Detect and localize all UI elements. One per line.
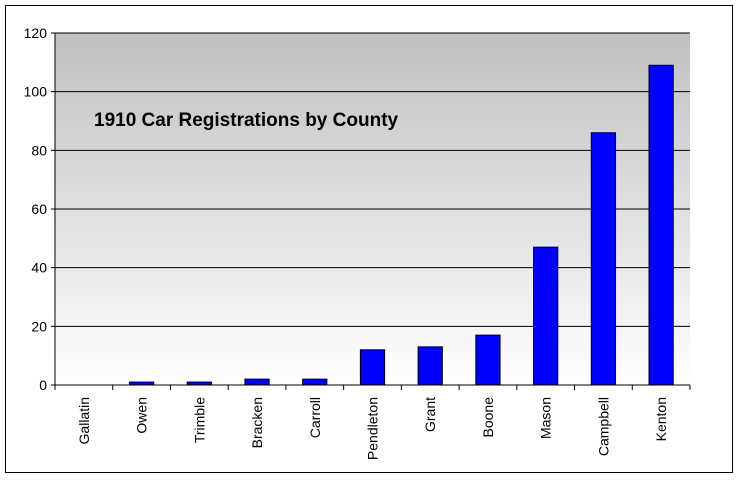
bar-bracken: [244, 378, 270, 386]
x-tick-label: Grant: [422, 397, 438, 432]
y-tick-label: 0: [39, 377, 47, 393]
y-tick-label: 120: [24, 25, 48, 41]
bar-campbell: [590, 132, 617, 386]
bar-mason: [533, 246, 559, 386]
y-tick-label: 80: [31, 142, 47, 158]
y-tick-label: 60: [31, 201, 47, 217]
x-tick-label: Gallatin: [76, 397, 92, 444]
axes: [51, 32, 691, 390]
bar-pendleton: [359, 349, 386, 386]
y-tick-labels: 0 20 40 60 80 100 120: [24, 25, 48, 393]
x-tick-labels: Gallatin Owen Trimble Bracken Carroll Pendlet…: [76, 397, 669, 460]
x-tick-label: Boone: [480, 397, 496, 438]
bar-grant: [417, 346, 443, 386]
bars: [128, 64, 674, 386]
x-tick-label: Bracken: [249, 397, 265, 448]
bar-boone: [475, 334, 501, 386]
x-tick-label: Pendleton: [365, 397, 381, 460]
x-tick-label: Owen: [134, 397, 150, 434]
y-tick-label: 40: [31, 260, 47, 276]
gridlines: [55, 32, 690, 327]
x-tick-label: Carroll: [307, 397, 323, 438]
x-tick-label: Trimble: [191, 397, 207, 443]
bar-carroll: [302, 378, 328, 386]
y-tick-label: 20: [31, 318, 47, 334]
x-tick-label: Campbell: [595, 397, 611, 456]
x-tick-label: Mason: [538, 397, 554, 439]
y-tick-label: 100: [24, 84, 48, 100]
chart-title: 1910 Car Registrations by County: [94, 110, 399, 131]
x-tick-label: Kenton: [653, 397, 669, 441]
bar-kenton: [648, 64, 674, 386]
